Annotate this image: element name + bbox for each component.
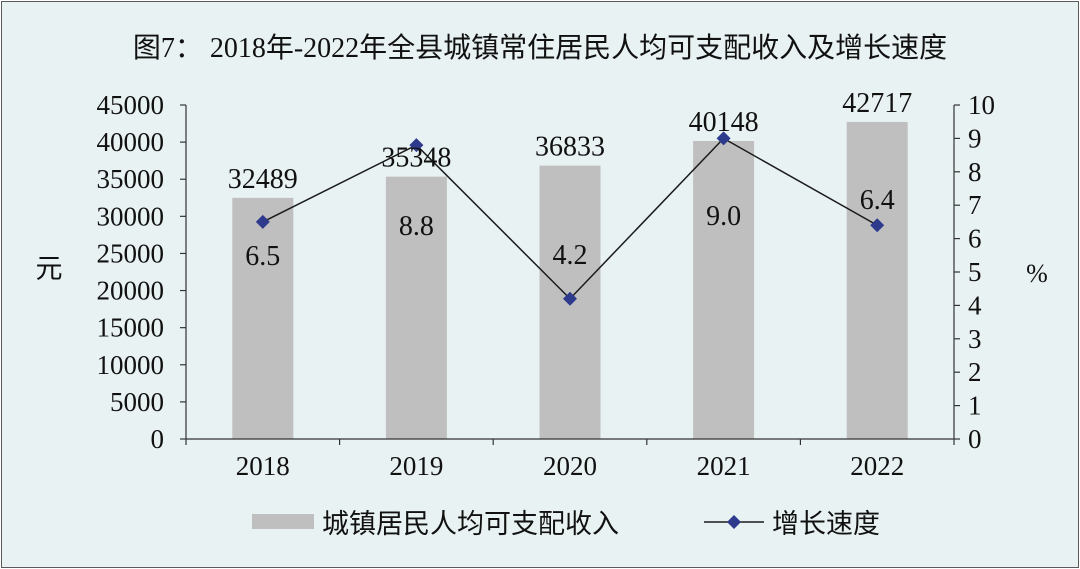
bar-2019 <box>385 176 447 439</box>
growth-marker-2019 <box>409 138 424 153</box>
data-labels: 32489 35348 36833 40148 42717 6.5 8.8 4.2 9.0 6.4 <box>228 88 912 272</box>
bar-value-label: 36833 <box>535 132 605 163</box>
growth-line-series <box>255 131 885 306</box>
y2-tick-label: 1 <box>968 391 982 421</box>
y2-tick-label: 0 <box>968 424 982 454</box>
y-tick-label: 30000 <box>97 201 165 231</box>
growth-marker-2021 <box>716 131 731 146</box>
x-tick-label: 2021 <box>697 451 751 481</box>
y-tick-label: 40000 <box>97 127 165 157</box>
y2-tick-label: 3 <box>968 324 982 354</box>
growth-marker-2022 <box>870 218 885 233</box>
growth-value-label: 8.8 <box>399 211 434 242</box>
y-tick-label: 5000 <box>110 387 164 417</box>
bar-series <box>232 121 908 439</box>
bar-value-label: 42717 <box>842 88 912 119</box>
y2-tick-label: 4 <box>968 290 982 320</box>
y2-tick-label: 2 <box>968 357 982 387</box>
y-axis-label: 元 <box>36 254 63 284</box>
y2-tick-label: 10 <box>968 90 995 120</box>
x-tick-label: 2019 <box>389 451 443 481</box>
legend: 城镇居民人均可支配收入 增长速度 <box>252 509 880 539</box>
growth-marker-2018 <box>255 214 270 229</box>
y-tick-label: 0 <box>151 424 165 454</box>
legend-line-label: 增长速度 <box>772 509 880 539</box>
bar-2021 <box>693 141 755 439</box>
growth-value-label: 6.5 <box>245 241 280 272</box>
y-tick-label: 25000 <box>97 238 165 268</box>
y-tick-label: 35000 <box>97 164 165 194</box>
bar-value-label: 40148 <box>689 107 759 138</box>
y-tick-label: 20000 <box>97 276 165 306</box>
x-tick-label: 2022 <box>850 451 904 481</box>
bar-2022 <box>846 121 908 439</box>
growth-value-label: 4.2 <box>553 240 588 271</box>
bar-value-label: 35348 <box>381 143 451 174</box>
legend-bar-label: 城镇居民人均可支配收入 <box>322 509 619 539</box>
growth-value-label: 6.4 <box>860 185 895 216</box>
y-tick-label: 10000 <box>97 350 165 380</box>
bar-value-label: 32489 <box>228 164 298 195</box>
y2-tick-label: 8 <box>968 157 982 187</box>
y2-tick-label: 5 <box>968 257 982 287</box>
y2-tick-label: 6 <box>968 224 982 254</box>
x-tick-label: 2018 <box>236 451 290 481</box>
x-tick-label: 2020 <box>543 451 597 481</box>
y2-tick-label: 7 <box>968 190 982 220</box>
y-tick-label: 45000 <box>97 90 165 120</box>
bar-2018 <box>232 197 294 439</box>
chart-title: 图7： 2018年-2022年全县城镇常住居民人均可支配收入及增长速度 <box>133 32 947 64</box>
growth-value-label: 9.0 <box>706 201 741 232</box>
legend-bar-swatch <box>252 514 314 529</box>
y-tick-label: 15000 <box>97 313 165 343</box>
growth-marker-2020 <box>563 291 577 306</box>
axes: 0 5000 10000 15000 20000 25000 30000 35000 40000… <box>97 90 996 481</box>
legend-line-marker <box>727 515 741 529</box>
y2-axis-label: % <box>1026 259 1048 288</box>
y2-tick-label: 9 <box>968 123 982 153</box>
